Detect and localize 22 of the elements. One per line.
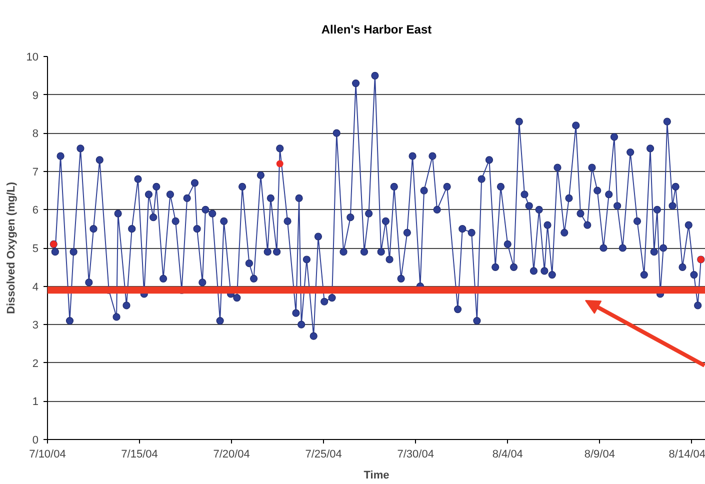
chart-title: Allen's Harbor East — [321, 22, 432, 36]
x-axis-title: Time — [364, 470, 390, 482]
x-tick-label: 7/15/04 — [121, 448, 158, 460]
x-tick-label: 7/10/04 — [29, 448, 66, 460]
y-tick-label: 4 — [32, 281, 39, 294]
y-tick-label: 6 — [32, 204, 39, 217]
y-tick-label: 8 — [32, 128, 39, 140]
y-tick-label: 2 — [32, 358, 39, 370]
y-tick-label: 10 — [26, 52, 39, 64]
x-tick-label: 8/14/04 — [668, 448, 705, 460]
x-tick-label: 7/30/04 — [397, 448, 434, 460]
y-tick-label: 3 — [32, 320, 39, 332]
x-tick-label: 7/25/04 — [305, 448, 342, 460]
y-tick-label: 9 — [32, 90, 39, 102]
y-tick-label: 7 — [32, 166, 39, 178]
x-tick-label: 7/20/04 — [213, 448, 250, 460]
y-axis-title: Dissolved Oxygen (mg/L) — [5, 182, 18, 314]
x-tick-label: 8/9/04 — [584, 448, 615, 460]
x-tick-label: 8/4/04 — [492, 448, 523, 460]
y-tick-label: 1 — [32, 396, 39, 408]
y-tick-label: 0 — [32, 434, 39, 446]
y-tick-label: 5 — [32, 243, 39, 255]
